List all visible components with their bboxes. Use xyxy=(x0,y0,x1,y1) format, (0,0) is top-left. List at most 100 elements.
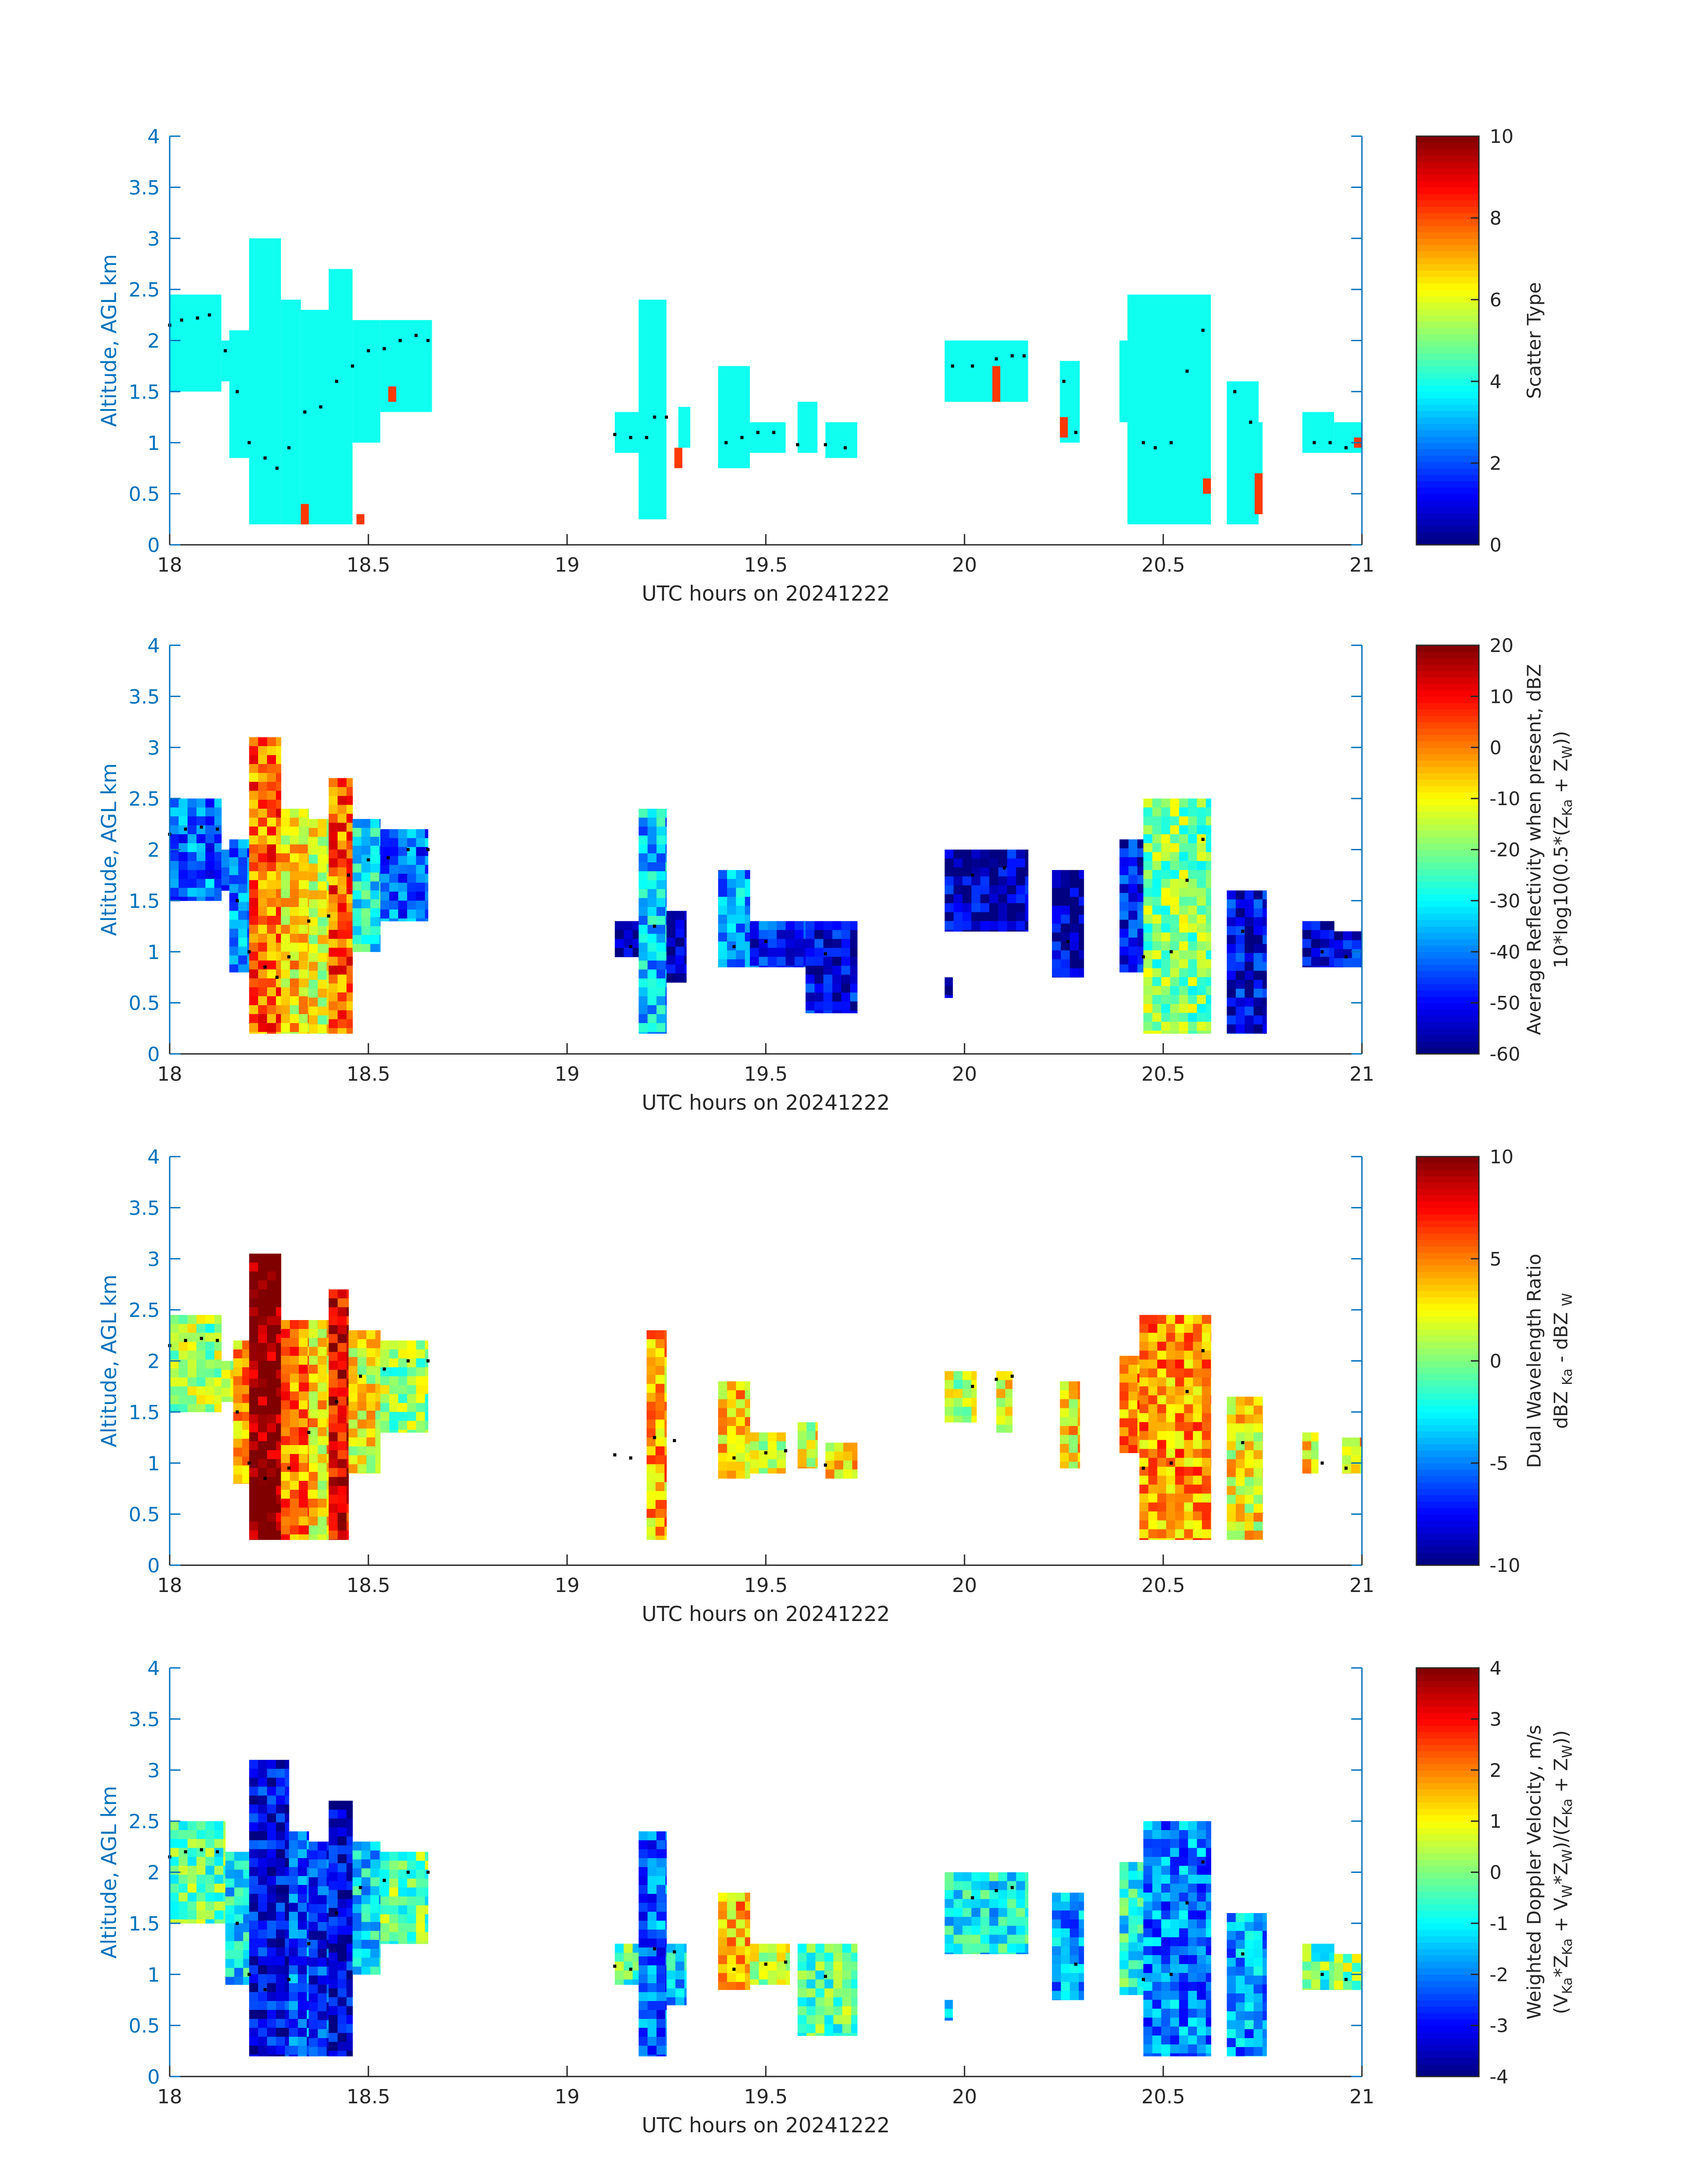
heatmap-cell xyxy=(745,915,750,924)
heatmap-cell xyxy=(1119,1436,1129,1446)
heatmap-cell xyxy=(1202,1395,1211,1405)
heatmap-cell xyxy=(326,1904,329,1914)
heatmap-cell xyxy=(1244,1432,1254,1442)
heatmap-cell xyxy=(1175,1431,1185,1441)
trace-dot xyxy=(184,827,188,831)
heatmap-cell xyxy=(1152,852,1162,861)
heatmap-cell xyxy=(290,844,299,854)
heatmap-cell xyxy=(718,1408,727,1417)
heatmap-cell xyxy=(233,1447,242,1457)
heatmap-cell xyxy=(249,2018,259,2028)
heatmap-cell xyxy=(665,2019,667,2028)
heatmap-cell xyxy=(832,957,842,966)
heatmap-cell xyxy=(953,894,963,904)
heatmap-cell xyxy=(329,1414,338,1424)
heatmap-cell xyxy=(1170,870,1180,879)
heatmap-cell xyxy=(1157,1493,1167,1503)
heatmap-cell xyxy=(824,1997,834,2007)
heatmap-cell xyxy=(267,889,276,898)
heatmap-cell xyxy=(299,844,308,854)
heatmap-cell xyxy=(1197,807,1207,817)
heatmap-cell xyxy=(1007,1899,1017,1909)
heatmap-cell xyxy=(214,1315,222,1325)
colorbar-swatch xyxy=(1416,1278,1479,1285)
heatmap-cell xyxy=(1060,1453,1069,1462)
heatmap-cell xyxy=(980,867,990,877)
colorbar-swatch xyxy=(1416,2044,1479,2052)
heatmap-cell xyxy=(1184,1413,1194,1423)
heatmap-cell xyxy=(249,2001,259,2010)
heatmap-cell xyxy=(647,836,657,845)
heatmap-cell xyxy=(290,1023,299,1032)
heatmap-cell xyxy=(299,1472,308,1481)
heatmap-cell xyxy=(407,1851,417,1861)
heatmap-cell xyxy=(357,1428,367,1438)
heatmap-cell xyxy=(170,843,179,852)
heatmap-cell xyxy=(736,1408,745,1417)
colorbar-swatch xyxy=(1416,773,1479,780)
heatmap-cell xyxy=(1188,2018,1198,2027)
colorbar-swatch xyxy=(1416,1425,1479,1432)
colorbar-swatch xyxy=(1416,1917,1479,1924)
heatmap-cell xyxy=(338,1010,347,1020)
heatmap-cell xyxy=(736,941,745,951)
y-axis-label: Altitude, AGL km xyxy=(97,763,121,936)
heatmap-cell xyxy=(832,930,842,940)
trace-dot xyxy=(1011,1375,1014,1378)
heatmap-cell xyxy=(196,1368,206,1378)
colorbar-swatch xyxy=(1416,417,1479,424)
heatmap-cell xyxy=(1161,879,1171,888)
heatmap-cell xyxy=(1143,977,1153,986)
heatmap-cell xyxy=(1005,1416,1013,1425)
heatmap-cell xyxy=(1170,1901,1180,1911)
heatmap-cell xyxy=(1253,1913,1263,1922)
heatmap-cell xyxy=(1007,930,1017,932)
x-tick-label: 21 xyxy=(1349,1063,1374,1086)
colorbar-swatch xyxy=(1416,385,1479,392)
heatmap-cell xyxy=(290,978,299,988)
heatmap-cell xyxy=(281,1338,290,1347)
heatmap-cell xyxy=(329,1352,338,1361)
trace-dot xyxy=(1312,441,1316,444)
heatmap-cell xyxy=(347,832,353,841)
heatmap-cell xyxy=(768,939,777,949)
heatmap-cell xyxy=(1236,1521,1245,1531)
heatmap-cell xyxy=(1139,1350,1149,1360)
heatmap-cell xyxy=(824,2024,834,2034)
heatmap-cell xyxy=(170,798,179,808)
heatmap-cell xyxy=(1352,940,1361,950)
heatmap-cell xyxy=(221,1361,231,1371)
colorbar-swatch xyxy=(1416,321,1479,328)
heatmap-cell xyxy=(1244,1024,1254,1034)
heatmap-cell xyxy=(249,1459,259,1468)
heatmap-cell xyxy=(221,867,231,877)
heatmap-cell xyxy=(267,2054,276,2056)
heatmap-cell xyxy=(196,1821,206,1830)
heatmap-cell xyxy=(1206,932,1211,942)
heatmap-cell xyxy=(1262,953,1267,962)
heatmap-cell xyxy=(338,1289,347,1299)
heatmap-cell xyxy=(647,2046,657,2055)
heatmap-cell xyxy=(1193,1422,1203,1432)
heatmap-cell xyxy=(1078,870,1084,879)
heatmap-cell xyxy=(750,1979,759,1985)
colorbar-tick-label: -4 xyxy=(1490,2066,1508,2088)
heatmap-cell xyxy=(1052,1937,1061,1947)
heatmap-cell xyxy=(1005,1371,1013,1380)
heatmap-cell xyxy=(656,943,666,952)
heatmap-cell xyxy=(223,1893,226,1902)
colorbar-swatch xyxy=(1416,309,1479,316)
heatmap-cell xyxy=(249,1271,259,1281)
heatmap-cell xyxy=(326,1525,329,1535)
heatmap-cell xyxy=(632,1961,639,1971)
heatmap-cell xyxy=(267,1929,276,1939)
heatmap-cell xyxy=(267,1254,276,1263)
heatmap-cell xyxy=(1352,1954,1361,1964)
heatmap-cell xyxy=(1197,2044,1207,2054)
heatmap-cell xyxy=(798,1961,807,1971)
heatmap-cell xyxy=(1005,1425,1013,1433)
heatmap-cell xyxy=(1197,1022,1207,1031)
heatmap-spot xyxy=(674,447,683,468)
heatmap-cell xyxy=(298,1849,307,1859)
heatmap-cell xyxy=(944,1935,954,1944)
